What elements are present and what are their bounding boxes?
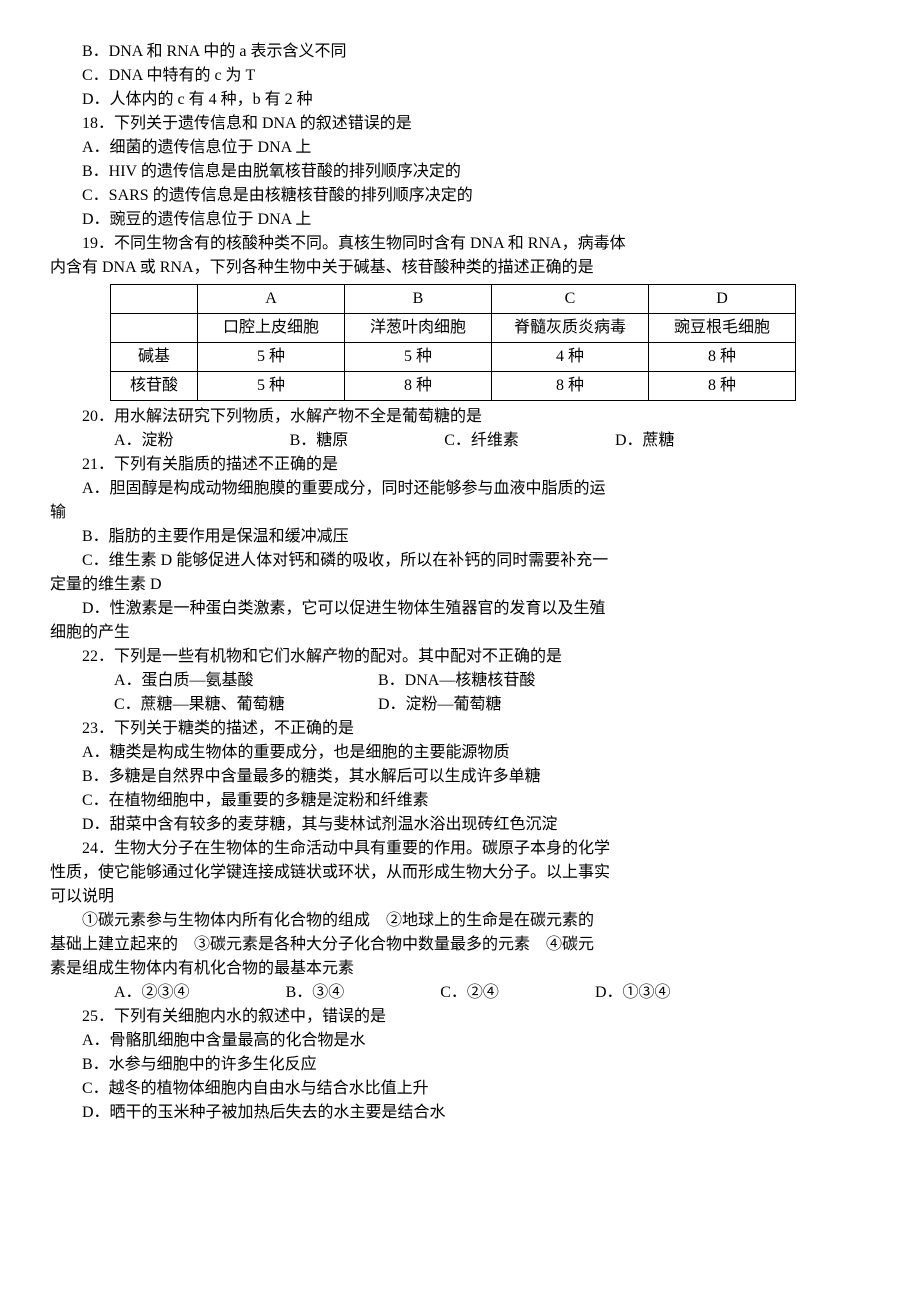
- q24-stem-line1: 24．生物大分子在生物体的生命活动中具有重要的作用。碳原子本身的化学: [50, 837, 870, 861]
- cell-header-c: C: [492, 285, 649, 314]
- q19-table: A B C D 口腔上皮细胞 洋葱叶肉细胞 脊髓灰质炎病毒 豌豆根毛细胞 碱基 …: [110, 284, 796, 401]
- q18-stem: 18．下列关于遗传信息和 DNA 的叙述错误的是: [50, 112, 870, 136]
- q17-opt-b: B．DNA 和 RNA 中的 a 表示含义不同: [50, 40, 870, 64]
- q24-text-line2: 基础上建立起来的 ③碳元素是各种大分子化合物中数量最多的元素 ④碳元: [50, 933, 870, 957]
- q24-opt-d: D．①③④: [563, 981, 671, 1005]
- q17-opt-d: D．人体内的 c 有 4 种，b 有 2 种: [50, 88, 870, 112]
- q21-opt-c-line1: C．维生素 D 能够促进人体对钙和磷的吸收，所以在补钙的同时需要补充一: [50, 549, 870, 573]
- q24-text-line3: 素是组成生物体内有机化合物的最基本元素: [50, 957, 870, 981]
- q20-options: A．淀粉 B．糖原 C．纤维素 D．蔗糖: [50, 429, 870, 453]
- cell-c: 脊髓灰质炎病毒: [492, 314, 649, 343]
- q23-opt-c: C．在植物细胞中，最重要的多糖是淀粉和纤维素: [50, 789, 870, 813]
- q24-opt-c: C．②④: [408, 981, 499, 1005]
- cell-c: 4 种: [492, 343, 649, 372]
- table-row: A B C D: [111, 285, 796, 314]
- q21-opt-a-line2: 输: [50, 501, 870, 525]
- q18-opt-b: B．HIV 的遗传信息是由脱氧核苷酸的排列顺序决定的: [50, 160, 870, 184]
- cell-b: 5 种: [345, 343, 492, 372]
- q22-stem: 22．下列是一些有机物和它们水解产物的配对。其中配对不正确的是: [50, 645, 870, 669]
- row-label-bases: 碱基: [111, 343, 198, 372]
- q25-opt-b: B．水参与细胞中的许多生化反应: [50, 1053, 870, 1077]
- q25-stem: 25．下列有关细胞内水的叙述中，错误的是: [50, 1005, 870, 1029]
- table-row: 碱基 5 种 5 种 4 种 8 种: [111, 343, 796, 372]
- cell-header-d: D: [649, 285, 796, 314]
- row-label-nucleotides: 核苷酸: [111, 372, 198, 401]
- cell-blank: [111, 314, 198, 343]
- q24-opt-b: B．③④: [254, 981, 345, 1005]
- q25-opt-c: C．越冬的植物体细胞内自由水与结合水比值上升: [50, 1077, 870, 1101]
- q21-stem: 21．下列有关脂质的描述不正确的是: [50, 453, 870, 477]
- q23-opt-a: A．糖类是构成生物体的重要成分，也是细胞的主要能源物质: [50, 741, 870, 765]
- q20-opt-d: D．蔗糖: [583, 429, 675, 453]
- q23-opt-b: B．多糖是自然界中含量最多的糖类，其水解后可以生成许多单糖: [50, 765, 870, 789]
- table-row: 口腔上皮细胞 洋葱叶肉细胞 脊髓灰质炎病毒 豌豆根毛细胞: [111, 314, 796, 343]
- cell-blank: [111, 285, 198, 314]
- q21-opt-c-line2: 定量的维生素 D: [50, 573, 870, 597]
- q22-options-row2: C．蔗糖—果糖、葡萄糖 D．淀粉—葡萄糖: [50, 693, 870, 717]
- q25-opt-d: D．晒干的玉米种子被加热后失去的水主要是结合水: [50, 1101, 870, 1125]
- q22-opt-a: A．蛋白质—氨基酸: [82, 669, 342, 693]
- q24-stem-line3: 可以说明: [50, 885, 870, 909]
- q17-opt-c: C．DNA 中特有的 c 为 T: [50, 64, 870, 88]
- cell-b: 8 种: [345, 372, 492, 401]
- q22-options-row1: A．蛋白质—氨基酸 B．DNA—核糖核苷酸: [50, 669, 870, 693]
- cell-header-b: B: [345, 285, 492, 314]
- cell-a: 5 种: [198, 343, 345, 372]
- q18-opt-a: A．细菌的遗传信息位于 DNA 上: [50, 136, 870, 160]
- q24-options: A．②③④ B．③④ C．②④ D．①③④: [50, 981, 870, 1005]
- cell-header-a: A: [198, 285, 345, 314]
- q22-opt-b: B．DNA—核糖核苷酸: [346, 669, 535, 693]
- q24-text-line1: ①碳元素参与生物体内所有化合物的组成 ②地球上的生命是在碳元素的: [50, 909, 870, 933]
- cell-a: 口腔上皮细胞: [198, 314, 345, 343]
- cell-d: 8 种: [649, 372, 796, 401]
- q20-opt-c: C．纤维素: [412, 429, 519, 453]
- q20-opt-b: B．糖原: [258, 429, 349, 453]
- q19-stem-line2: 内含有 DNA 或 RNA，下列各种生物中关于碱基、核苷酸种类的描述正确的是: [50, 256, 870, 280]
- q23-opt-d: D．甜菜中含有较多的麦芽糖，其与斐林试剂温水浴出现砖红色沉淀: [50, 813, 870, 837]
- table-row: 核苷酸 5 种 8 种 8 种 8 种: [111, 372, 796, 401]
- q19-stem-line1: 19．不同生物含有的核酸种类不同。真核生物同时含有 DNA 和 RNA，病毒体: [50, 232, 870, 256]
- q21-opt-d-line2: 细胞的产生: [50, 621, 870, 645]
- q23-stem: 23．下列关于糖类的描述，不正确的是: [50, 717, 870, 741]
- q24-opt-a: A．②③④: [82, 981, 190, 1005]
- q25-opt-a: A．骨骼肌细胞中含量最高的化合物是水: [50, 1029, 870, 1053]
- q18-opt-d: D．豌豆的遗传信息位于 DNA 上: [50, 208, 870, 232]
- cell-b: 洋葱叶肉细胞: [345, 314, 492, 343]
- q21-opt-a-line1: A．胆固醇是构成动物细胞膜的重要成分，同时还能够参与血液中脂质的运: [50, 477, 870, 501]
- q18-opt-c: C．SARS 的遗传信息是由核糖核苷酸的排列顺序决定的: [50, 184, 870, 208]
- q21-opt-b: B．脂肪的主要作用是保温和缓冲减压: [50, 525, 870, 549]
- cell-d: 8 种: [649, 343, 796, 372]
- q22-opt-d: D．淀粉—葡萄糖: [346, 693, 502, 717]
- cell-d: 豌豆根毛细胞: [649, 314, 796, 343]
- cell-c: 8 种: [492, 372, 649, 401]
- q20-stem: 20．用水解法研究下列物质，水解产物不全是葡萄糖的是: [50, 405, 870, 429]
- q24-stem-line2: 性质，使它能够通过化学键连接成链状或环状，从而形成生物大分子。以上事实: [50, 861, 870, 885]
- q20-opt-a: A．淀粉: [82, 429, 174, 453]
- q21-opt-d-line1: D．性激素是一种蛋白类激素，它可以促进生物体生殖器官的发育以及生殖: [50, 597, 870, 621]
- cell-a: 5 种: [198, 372, 345, 401]
- q22-opt-c: C．蔗糖—果糖、葡萄糖: [82, 693, 342, 717]
